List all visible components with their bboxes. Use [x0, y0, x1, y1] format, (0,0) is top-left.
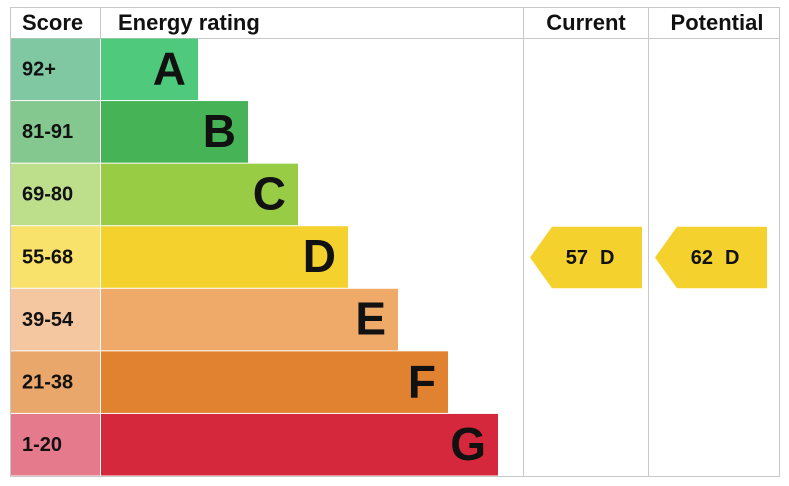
rating-bar — [101, 226, 348, 288]
frame — [10, 7, 780, 477]
score-cell — [11, 413, 100, 476]
header-current: Current — [546, 10, 626, 35]
header-rating: Energy rating — [118, 10, 260, 35]
rating-bar — [101, 101, 248, 163]
score-cell — [11, 101, 100, 163]
potential-score: 62 — [691, 247, 713, 269]
rating-letter: E — [355, 293, 386, 345]
score-range: 81-91 — [22, 121, 73, 143]
score-range: 92+ — [22, 59, 56, 81]
rating-bar — [101, 351, 448, 413]
score-cell — [11, 288, 100, 351]
rating-letter: B — [203, 105, 236, 157]
rating-bar — [101, 288, 398, 351]
current-score: 57 — [566, 247, 588, 269]
rating-letter: D — [303, 230, 336, 282]
score-range: 69-80 — [22, 184, 73, 206]
score-range: 55-68 — [22, 246, 73, 268]
current-arrow — [530, 226, 642, 289]
header-score: Score — [22, 10, 83, 35]
potential-arrow — [655, 226, 767, 289]
score-range: 1-20 — [22, 434, 62, 456]
score-range: 21-38 — [22, 371, 73, 393]
rating-bar — [101, 38, 198, 101]
score-cell — [11, 38, 100, 101]
potential-rating: D — [725, 247, 739, 269]
rating-letter: A — [153, 42, 186, 94]
rating-letter: G — [450, 418, 486, 470]
rating-letter: C — [253, 168, 286, 220]
score-range: 39-54 — [22, 309, 74, 331]
score-cell — [11, 163, 100, 226]
rating-bar — [101, 413, 498, 476]
current-rating: D — [600, 247, 614, 269]
header-potential: Potential — [671, 10, 764, 35]
score-cell — [11, 226, 100, 288]
score-cell — [11, 351, 100, 413]
rating-bar — [101, 163, 298, 226]
rating-letter: F — [408, 355, 436, 407]
